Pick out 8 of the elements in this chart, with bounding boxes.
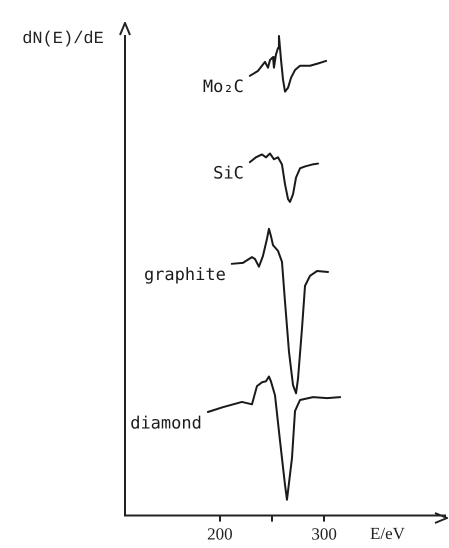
x-tick-label: 200 xyxy=(207,524,233,544)
y-axis-title: dN(E)/dE xyxy=(21,30,105,49)
x-axis-title: E/eV xyxy=(370,524,405,544)
series-label: SiC xyxy=(213,164,244,184)
x-tick-label: 300 xyxy=(311,524,337,544)
series-label: graphite xyxy=(144,265,226,286)
series-label: diamond xyxy=(130,413,202,434)
series-label: Mo₂C xyxy=(202,77,244,98)
